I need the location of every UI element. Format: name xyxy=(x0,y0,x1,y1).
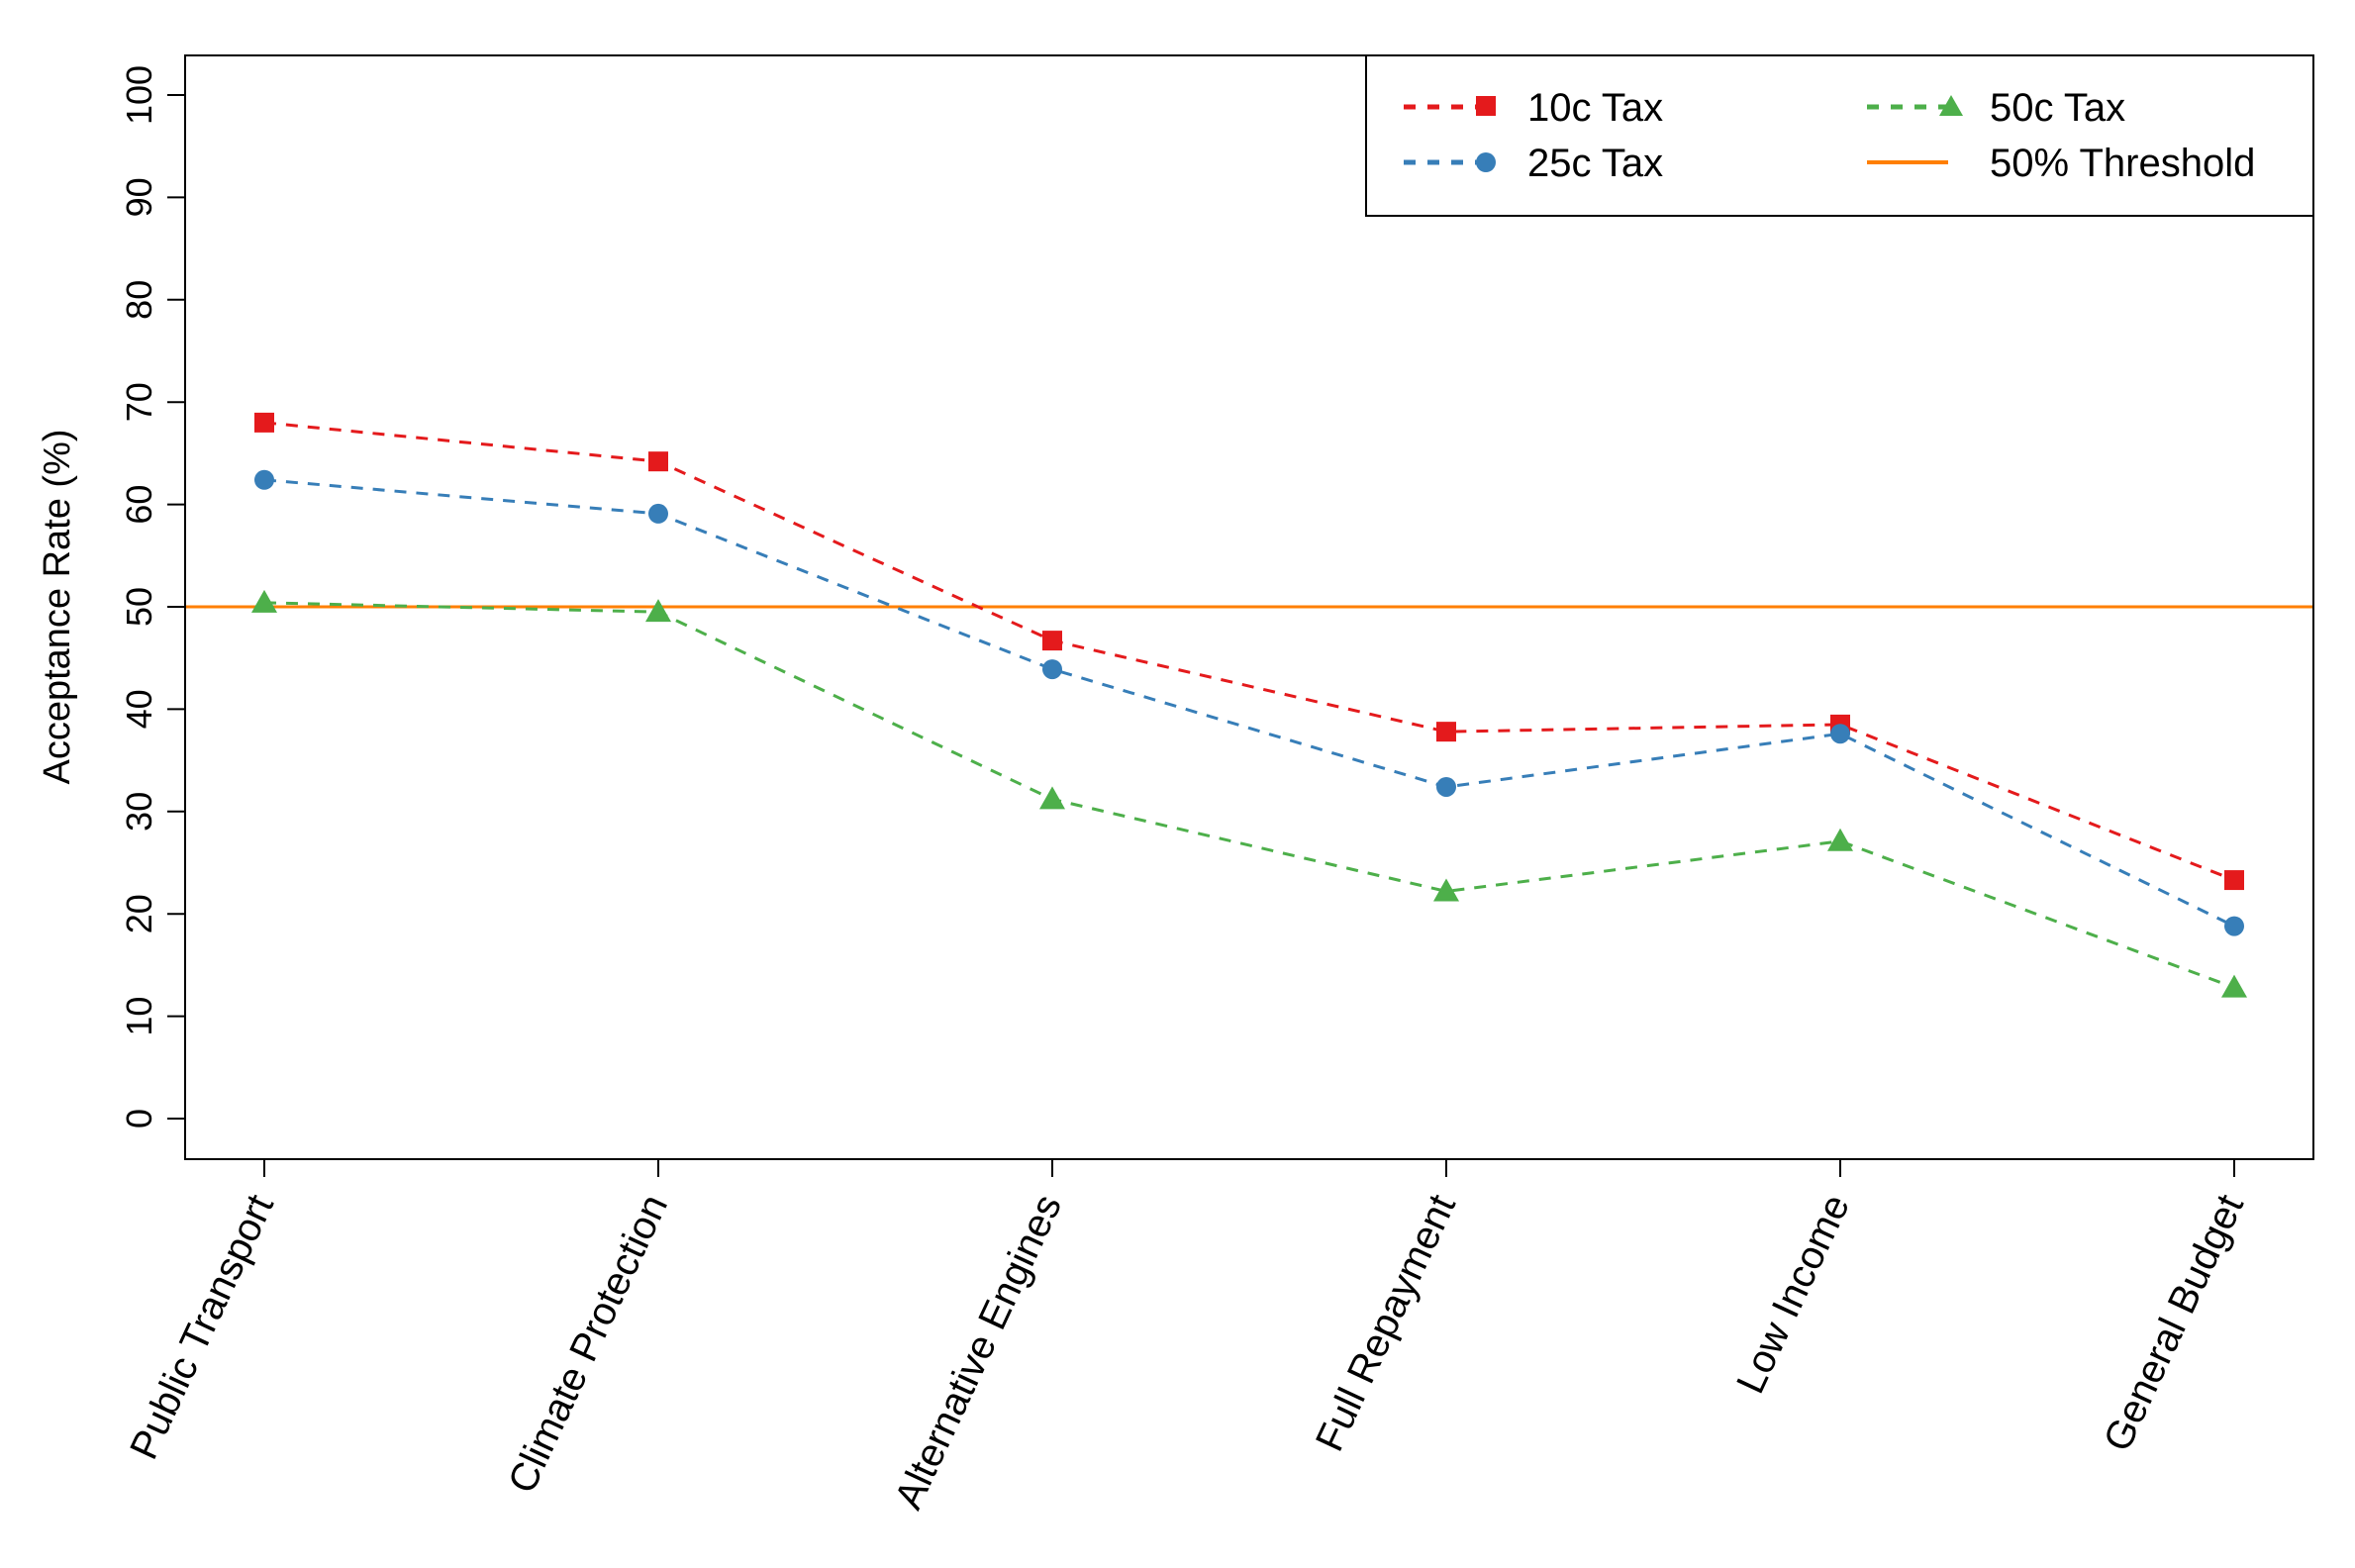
point-10c-tax-full-repayment xyxy=(1436,722,1456,742)
point-10c-tax-public-transport xyxy=(254,412,274,433)
legend-marker-10c-tax xyxy=(1476,96,1496,116)
point-25c-tax-public-transport xyxy=(254,469,274,490)
point-10c-tax-general-budget xyxy=(2224,870,2244,891)
point-25c-tax-climate-protection xyxy=(648,503,668,524)
y-tick-label-50: 50 xyxy=(119,587,159,627)
point-10c-tax-alternative-engines xyxy=(1042,631,1062,651)
legend-item-threshold: 50% Threshold xyxy=(1867,142,2255,185)
series-line-25c-tax xyxy=(263,478,2235,928)
point-50c-tax-alternative-engines xyxy=(1039,786,1065,810)
legend-label-threshold: 50% Threshold xyxy=(1990,142,2255,185)
point-50c-tax-climate-protection xyxy=(645,599,671,623)
point-50c-tax-public-transport xyxy=(251,589,277,613)
series-50c-tax xyxy=(251,589,2247,998)
legend-item-10c-tax: 10c Tax xyxy=(1404,86,1663,130)
y-tick-label-80: 80 xyxy=(119,280,159,320)
point-50c-tax-general-budget xyxy=(2221,974,2247,998)
point-25c-tax-full-repayment xyxy=(1436,776,1456,797)
point-25c-tax-low-income xyxy=(1830,724,1850,744)
point-25c-tax-alternative-engines xyxy=(1042,659,1062,680)
y-axis: 0 10 20 30 40 50 60 70 80 90 100 xyxy=(119,65,186,1128)
y-axis-title: Acceptance Rate (%) xyxy=(37,429,78,784)
point-10c-tax-climate-protection xyxy=(648,451,668,472)
legend-item-25c-tax: 25c Tax xyxy=(1404,142,1663,185)
legend: 10c Tax 25c Tax 50c Tax 50% Threshold xyxy=(1365,54,2314,217)
series-layer xyxy=(251,412,2247,998)
y-tick-label-90: 90 xyxy=(119,177,159,217)
y-tick-label-0: 0 xyxy=(119,1109,159,1128)
legend-marker-50c-tax xyxy=(1939,95,1963,116)
point-50c-tax-full-repayment xyxy=(1433,878,1459,902)
point-50c-tax-low-income xyxy=(1827,828,1853,851)
series-25c-tax xyxy=(254,469,2244,936)
legend-label-25c-tax: 25c Tax xyxy=(1527,142,1663,185)
y-tick-label-100: 100 xyxy=(119,65,159,125)
y-tick-label-60: 60 xyxy=(119,485,159,525)
legend-marker-25c-tax xyxy=(1476,152,1496,172)
legend-label-10c-tax: 10c Tax xyxy=(1527,86,1663,130)
point-25c-tax-general-budget xyxy=(2224,916,2244,936)
y-tick-label-20: 20 xyxy=(119,894,159,933)
y-tick-label-70: 70 xyxy=(119,382,159,422)
y-tick-label-30: 30 xyxy=(119,792,159,832)
y-tick-label-40: 40 xyxy=(119,689,159,729)
series-line-50c-tax xyxy=(263,601,2235,990)
legend-box xyxy=(1365,54,2314,217)
series-line-10c-tax xyxy=(263,421,2235,882)
legend-label-50c-tax: 50c Tax xyxy=(1990,86,2125,130)
y-tick-label-10: 10 xyxy=(119,997,159,1036)
legend-item-50c-tax: 50c Tax xyxy=(1867,86,2125,130)
